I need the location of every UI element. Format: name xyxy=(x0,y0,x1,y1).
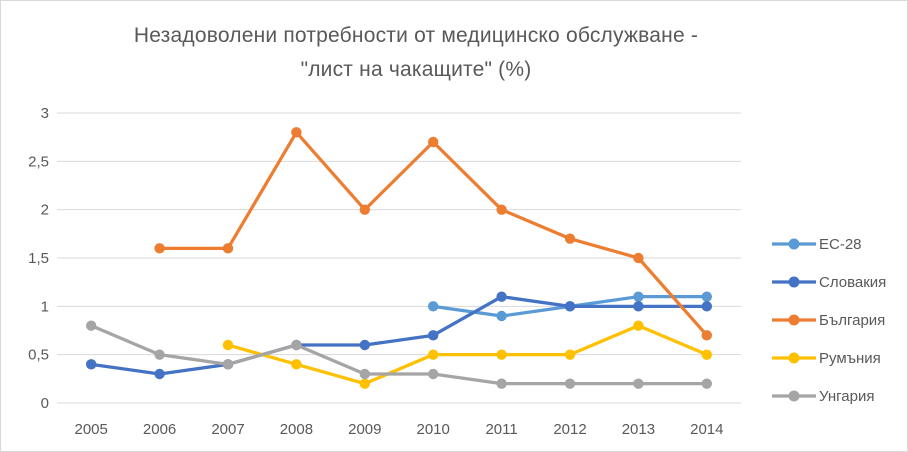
series-line-1 xyxy=(89,295,709,376)
chart-title-line-1: Незадоволени потребности от медицинско о… xyxy=(133,24,699,47)
legend-line-marker-icon xyxy=(772,314,816,326)
legend-label: Словакия xyxy=(819,273,887,291)
series-2-data-point xyxy=(428,136,439,148)
legend-line-marker-icon xyxy=(772,352,816,364)
series-3-data-point xyxy=(359,378,370,389)
series-4-data-point xyxy=(701,378,712,389)
series-3-data-point xyxy=(291,359,302,370)
series-1-data-point xyxy=(496,291,507,302)
series-2-data-point xyxy=(359,204,370,215)
legend-line-marker-icon xyxy=(772,276,816,288)
legend: ЕС-28 Словакия България Румъния Унгария xyxy=(771,225,886,415)
series-2-data-point xyxy=(154,243,165,254)
legend-line-marker-icon xyxy=(772,390,816,402)
y-tick-label: 2 xyxy=(41,202,49,219)
series-2-data-point xyxy=(633,252,644,264)
series-2-data-point xyxy=(496,204,507,215)
chart-title: Незадоволени потребности от медицинско о… xyxy=(1,19,831,87)
y-tick-label: 1,5 xyxy=(28,250,49,267)
y-tick-label: 2,5 xyxy=(28,153,49,170)
chart-title-line-2: "лист на чакащите" (%) xyxy=(300,58,532,81)
legend-item: Словакия xyxy=(771,263,886,301)
series-0-data-point xyxy=(701,291,712,302)
x-tick-label: 2009 xyxy=(348,421,381,438)
legend-item: България xyxy=(771,301,886,339)
x-tick-label: 2006 xyxy=(143,421,176,438)
series-4-data-point xyxy=(496,378,507,389)
series-3-data-point xyxy=(564,349,576,360)
series-3-data-point xyxy=(496,349,507,360)
series-2-data-point xyxy=(222,243,234,254)
legend-item: Унгария xyxy=(771,377,886,415)
series-4-data-point xyxy=(291,339,302,351)
series-4-data-point xyxy=(428,368,439,380)
series-0-data-point xyxy=(633,291,644,302)
x-tick-label: 2007 xyxy=(211,421,244,438)
series-4-data-point xyxy=(564,378,576,389)
series-1-data-point xyxy=(86,359,97,370)
x-tick-label: 2008 xyxy=(280,421,313,438)
series-2-data-point xyxy=(701,330,712,341)
x-tick-label: 2014 xyxy=(690,421,723,438)
series-1-data-point xyxy=(633,301,644,312)
series-2-data-point xyxy=(564,233,576,244)
series-1-data-point xyxy=(154,368,165,380)
series-3-data-point xyxy=(428,349,439,360)
series-1-data-point xyxy=(564,301,576,312)
x-tick-label: 2012 xyxy=(553,421,586,438)
series-4-data-point xyxy=(359,368,370,380)
series-4-data-point xyxy=(633,378,644,389)
series-2-data-point xyxy=(291,127,302,138)
y-tick-label: 1 xyxy=(41,298,49,315)
legend-item: ЕС-28 xyxy=(771,225,886,263)
series-0-data-point xyxy=(428,301,439,312)
y-tick-label: 0 xyxy=(41,395,49,412)
x-tick-label: 2005 xyxy=(75,421,108,438)
series-3-data-point xyxy=(701,349,712,360)
series-3-data-point xyxy=(633,320,644,331)
x-tick-label: 2011 xyxy=(485,421,517,438)
legend-line-marker-icon xyxy=(772,238,816,250)
series-1-data-point xyxy=(701,301,712,312)
x-tick-label: 2013 xyxy=(622,421,655,438)
series-line-4 xyxy=(89,324,709,386)
legend-label: ЕС-28 xyxy=(819,235,862,253)
legend-label: Румъния xyxy=(819,349,881,367)
x-tick-label: 2010 xyxy=(417,421,450,438)
series-4-data-point xyxy=(222,359,234,370)
series-1-data-point xyxy=(359,339,370,351)
series-3-data-point xyxy=(222,339,234,351)
legend-item: Румъния xyxy=(771,339,886,377)
y-tick-label: 0,5 xyxy=(28,347,49,364)
legend-label: България xyxy=(819,311,886,329)
series-1-data-point xyxy=(428,330,439,341)
series-4-data-point xyxy=(86,320,97,331)
series-4-data-point xyxy=(154,349,165,360)
legend-label: Унгария xyxy=(819,387,875,405)
series-line-3 xyxy=(226,324,709,386)
y-tick-label: 3 xyxy=(41,105,49,122)
series-0-data-point xyxy=(496,310,507,322)
